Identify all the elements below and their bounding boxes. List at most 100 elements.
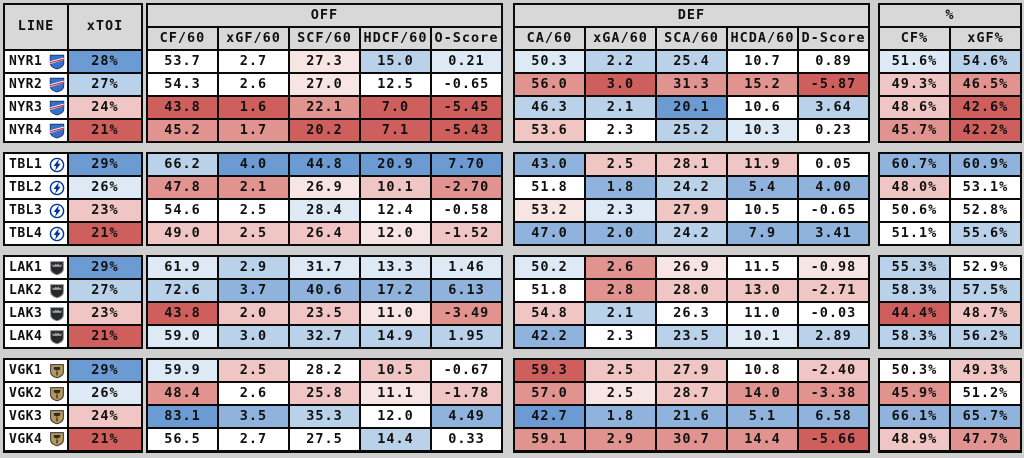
line-cell: LAK2 — [3, 278, 69, 303]
stat-cell: 26.4 — [288, 221, 361, 246]
stat-cell: 44.4% — [878, 301, 951, 326]
stat-cell: -5.66 — [797, 427, 870, 453]
nyr-rangers-shield-logo-icon — [49, 54, 65, 70]
stat-cell: 48.4 — [146, 381, 219, 406]
stat-row: NYR4 21% 45.2 1.7 20.2 7.1 -5.43 53.6 2.3 25.2 10.… — [3, 118, 1022, 143]
stat-cell: 15.2 — [726, 72, 799, 97]
line-label: TBL3 — [9, 203, 43, 218]
stat-cell: 2.6 — [217, 72, 290, 97]
header-cols-row: CF/60 xGF/60 SCF/60 HDCF/60 O-Score CA/60 xGA/… — [4, 26, 1022, 51]
line-cell: VGK1 — [3, 358, 69, 383]
stat-row: LAK2 27% 72.6 3.7 40.6 17.2 6.13 51.8 2.8 28.0 13.… — [3, 278, 1022, 303]
group-header-def: DEF — [513, 3, 870, 28]
stat-cell: 21% — [67, 427, 143, 453]
stat-row: TBL1 29% 66.2 4.0 44.8 20.9 7.70 43.0 2.5 28.1 11.… — [3, 152, 1022, 177]
stat-cell: 42.6% — [949, 95, 1022, 120]
stat-cell: 50.2 — [513, 255, 586, 280]
stat-cell: 12.5 — [359, 72, 432, 97]
column-gap — [502, 27, 514, 50]
stat-cell: 2.8 — [584, 278, 657, 303]
stat-row: VGK1 29% 59.9 2.5 28.2 10.5 -0.67 59.3 2.5 27.9 10… — [3, 358, 1022, 383]
stat-cell: 10.3 — [726, 118, 799, 143]
column-gap — [502, 302, 514, 325]
stat-cell: 13.3 — [359, 255, 432, 280]
stat-cell: 13.0 — [726, 278, 799, 303]
stat-cell: 51.8 — [513, 278, 586, 303]
group-header-pct: % — [878, 3, 1022, 28]
stat-row: NYR3 24% 43.8 1.6 22.1 7.0 -5.45 46.3 2.1 20.1 10.… — [3, 95, 1022, 120]
stat-cell: 49.3% — [878, 72, 951, 97]
line-cell-content: LAK4 — [6, 329, 66, 345]
stat-row: NYR1 28% 53.7 2.7 27.3 15.0 0.21 50.3 2.2 25.4 10.… — [3, 49, 1022, 74]
lak-kings-crest-logo-icon — [49, 306, 65, 322]
stat-cell: 10.6 — [726, 95, 799, 120]
stat-cell: 15.0 — [359, 49, 432, 74]
stat-cell: 2.5 — [217, 358, 290, 383]
line-label: VGK4 — [9, 431, 43, 447]
stat-cell: 72.6 — [146, 278, 219, 303]
stat-cell: 45.2 — [146, 118, 219, 143]
stat-cell: -0.98 — [797, 255, 870, 280]
stat-cell: 4.0 — [217, 152, 290, 177]
stat-cell: 54.6% — [949, 49, 1022, 74]
column-header-xga60: xGA/60 — [584, 26, 657, 51]
line-cell: VGK2 — [3, 381, 69, 406]
stat-cell: 27.9 — [655, 198, 728, 223]
stat-cell: 59.9 — [146, 358, 219, 383]
nyr-rangers-shield-logo-icon — [49, 100, 65, 116]
stat-cell: 28.7 — [655, 381, 728, 406]
line-cell: LAK1 — [3, 255, 69, 280]
column-header-scf60: SCF/60 — [288, 26, 361, 51]
stat-cell: 10.5 — [359, 358, 432, 383]
stat-row: LAK3 23% 43.8 2.0 23.5 11.0 -3.49 54.8 2.1 26.3 11… — [3, 301, 1022, 326]
stat-cell: 11.0 — [726, 301, 799, 326]
column-gap — [869, 176, 879, 199]
vgk-golden-knights-shield-logo-icon — [49, 431, 65, 447]
stat-cell: 49.3% — [949, 358, 1022, 383]
line-label: NYR1 — [9, 54, 43, 69]
stat-row: TBL2 26% 47.8 2.1 26.9 10.1 -2.70 51.8 1.8 24.2 5.… — [3, 175, 1022, 200]
stat-cell: 51.8 — [513, 175, 586, 200]
stat-cell: 26.9 — [655, 255, 728, 280]
stat-cell: 53.7 — [146, 49, 219, 74]
lak-kings-crest-logo-icon — [49, 329, 65, 345]
line-cell: NYR1 — [3, 49, 69, 74]
stat-row: NYR2 27% 54.3 2.6 27.0 12.5 -0.65 56.0 3.0 31.3 15… — [3, 72, 1022, 97]
stat-cell: 2.3 — [584, 118, 657, 143]
stat-cell: 3.7 — [217, 278, 290, 303]
stat-cell: 5.1 — [726, 404, 799, 429]
column-gap — [502, 256, 514, 279]
line-cell-content: VGK2 — [6, 386, 66, 402]
stat-cell: 60.9% — [949, 152, 1022, 177]
stat-cell: 27.5 — [288, 427, 361, 453]
stat-cell: 2.5 — [584, 358, 657, 383]
stat-cell: -2.71 — [797, 278, 870, 303]
line-label: TBL4 — [9, 226, 43, 241]
stat-cell: 20.2 — [288, 118, 361, 143]
stat-cell: 17.2 — [359, 278, 432, 303]
line-cell: TBL4 — [3, 221, 69, 246]
stat-cell: 2.2 — [584, 49, 657, 74]
column-gap — [502, 73, 514, 96]
line-cell: TBL2 — [3, 175, 69, 200]
column-gap — [502, 199, 514, 222]
stat-cell: 28.0 — [655, 278, 728, 303]
line-label: NYR2 — [9, 77, 43, 92]
line-cell-content: LAK3 — [6, 306, 66, 322]
stat-cell: 3.0 — [217, 324, 290, 349]
stat-cell: 51.1% — [878, 221, 951, 246]
stat-cell: 26.9 — [288, 175, 361, 200]
column-header-hdcf60: HDCF/60 — [359, 26, 432, 51]
column-gap — [502, 96, 514, 119]
stat-cell: 59.1 — [513, 427, 586, 453]
column-header-dscore: D-Score — [797, 26, 870, 51]
stat-cell: 23% — [67, 198, 143, 223]
stat-cell: 30.7 — [655, 427, 728, 453]
line-label: VGK2 — [9, 386, 43, 401]
stat-cell: 25.8 — [288, 381, 361, 406]
stat-cell: 42.2% — [949, 118, 1022, 143]
stat-cell: 10.7 — [726, 49, 799, 74]
stat-cell: 49.0 — [146, 221, 219, 246]
line-label: TBL1 — [9, 157, 43, 172]
stat-cell: -2.40 — [797, 358, 870, 383]
